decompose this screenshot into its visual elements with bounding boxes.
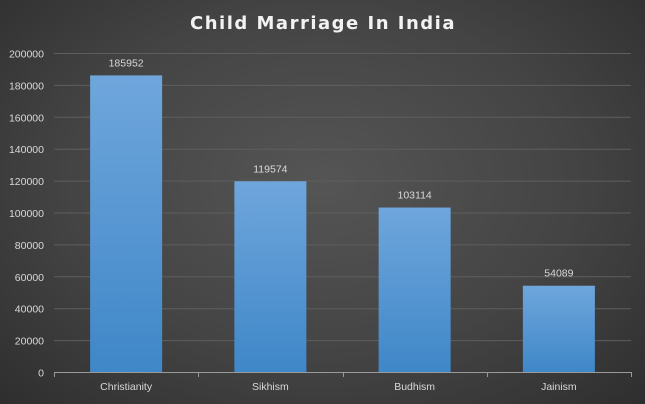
y-tick-label: 160000	[9, 112, 44, 124]
y-tick-label: 80000	[15, 240, 44, 252]
x-tick-label: Christianity	[100, 381, 153, 393]
y-tick-label: 0	[38, 368, 44, 380]
y-tick-label: 140000	[9, 144, 44, 156]
y-tick-label: 20000	[15, 336, 44, 348]
y-tick-label: 40000	[15, 304, 44, 316]
data-label: 54089	[544, 268, 573, 280]
x-tick-label: Budhism	[394, 381, 435, 393]
x-tick-label: Sikhism	[252, 381, 289, 393]
y-tick-label: 180000	[9, 80, 44, 92]
data-label: 185952	[109, 57, 144, 69]
y-tick-label: 100000	[9, 208, 44, 220]
bar	[234, 181, 307, 372]
bar	[522, 285, 595, 372]
x-tick-label: Jainism	[541, 381, 577, 393]
y-tick-label: 120000	[9, 176, 44, 188]
y-tick-label: 60000	[15, 272, 44, 284]
data-label: 119574	[253, 163, 287, 175]
y-tick-label: 200000	[9, 49, 44, 61]
chart-title: Child Marriage In India	[190, 13, 456, 34]
data-label: 103114	[397, 190, 431, 202]
bar	[90, 75, 163, 373]
bar	[378, 207, 451, 372]
